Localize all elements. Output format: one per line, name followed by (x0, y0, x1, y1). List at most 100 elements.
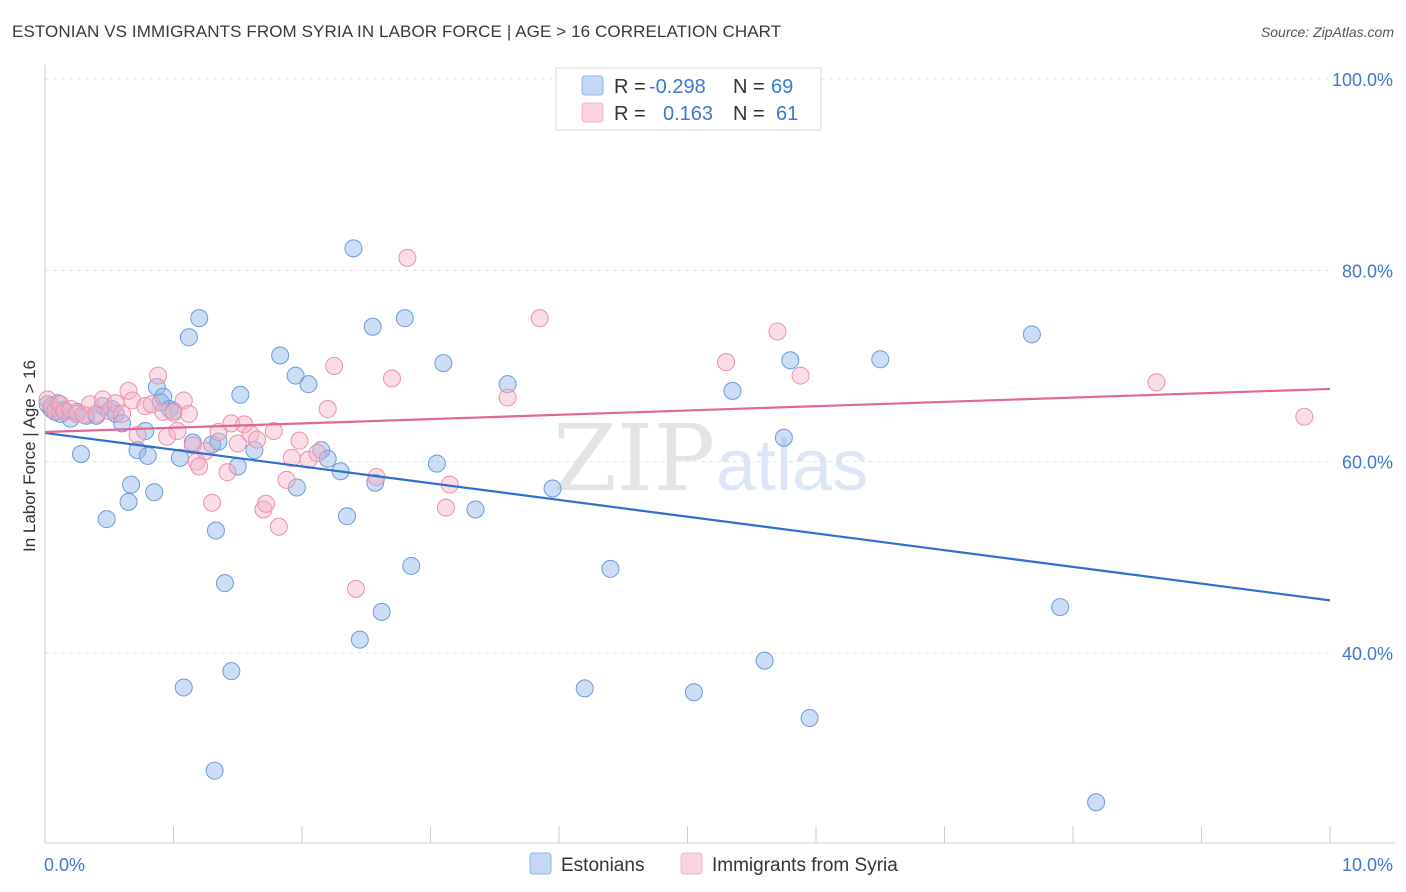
point-1-51 (382, 369, 401, 388)
point-1-37 (248, 430, 267, 449)
point-0-71 (1051, 598, 1070, 617)
legend-n-label-syria: N = (733, 103, 765, 125)
point-0-33 (206, 521, 225, 540)
point-0-54 (395, 309, 414, 328)
point-1-31 (209, 423, 228, 442)
point-0-64 (723, 381, 742, 400)
point-1-32 (218, 463, 237, 482)
point-1-6 (68, 404, 87, 423)
point-1-16 (128, 425, 147, 444)
point-0-49 (344, 239, 363, 258)
point-1-57 (717, 353, 736, 372)
point-1-47 (318, 400, 337, 419)
point-0-34 (209, 432, 228, 451)
point-0-17 (122, 475, 141, 494)
point-1-58 (768, 322, 787, 341)
watermark: ZIP atlas (553, 405, 868, 512)
point-1-14 (119, 381, 138, 400)
point-1-29 (196, 442, 215, 461)
series-legend: Estonians Immigrants from Syria (529, 852, 898, 876)
legend-n-value-estonians: 69 (771, 76, 793, 98)
point-0-60 (543, 479, 562, 498)
gridlines (45, 78, 1332, 654)
point-0-70 (1022, 325, 1041, 344)
point-0-67 (781, 351, 800, 370)
point-1-17 (136, 397, 155, 416)
point-0-68 (800, 709, 819, 728)
point-1-34 (228, 434, 247, 453)
y-tick-label-0: 40.0% (1342, 644, 1393, 664)
y-tick-labels: 40.0% 60.0% 80.0% 100.0% (1332, 70, 1393, 664)
point-1-52 (398, 248, 417, 267)
point-0-43 (287, 478, 306, 497)
point-1-28 (190, 457, 209, 476)
legend-swatch-syria (581, 102, 604, 123)
point-0-31 (190, 309, 209, 328)
point-1-41 (269, 517, 288, 536)
point-0-57 (434, 354, 453, 373)
point-0-56 (427, 454, 446, 473)
point-0-72 (1087, 793, 1106, 812)
x-tick-label-1: 10.0% (1342, 855, 1393, 875)
point-1-48 (325, 357, 344, 375)
point-0-21 (145, 483, 164, 502)
legend-r-label-syria: R = (614, 103, 646, 125)
point-0-41 (271, 346, 290, 365)
point-0-28 (174, 678, 193, 697)
point-0-69 (871, 350, 890, 369)
point-1-23 (168, 422, 187, 441)
point-1-25 (179, 404, 198, 423)
x-tick-labels: 0.0% 10.0% (44, 855, 1393, 875)
chart-title: ESTONIAN VS IMMIGRANTS FROM SYRIA IN LAB… (12, 22, 782, 41)
series-1 (38, 248, 1314, 598)
point-1-33 (222, 414, 241, 433)
point-1-24 (174, 391, 193, 410)
point-0-66 (774, 428, 793, 447)
point-0-29 (179, 328, 198, 347)
series-0 (38, 239, 1106, 812)
trend-lines (44, 387, 1331, 602)
legend-r-label-estonians: R = (614, 76, 646, 98)
point-0-50 (350, 630, 369, 649)
bottom-legend-swatch-estonians (529, 852, 552, 875)
point-1-30 (203, 493, 222, 512)
point-1-19 (149, 366, 168, 385)
point-0-16 (119, 492, 138, 511)
trend-line-0 (44, 431, 1331, 602)
y-tick-label-1: 60.0% (1342, 453, 1393, 473)
point-0-40 (205, 761, 224, 780)
point-1-55 (498, 388, 517, 407)
point-1-49 (346, 579, 365, 598)
point-1-56 (530, 309, 549, 328)
point-0-8 (71, 445, 90, 464)
x-tick-label-0: 0.0% (44, 855, 85, 875)
source-label: Source: ZipAtlas.com (1260, 24, 1394, 40)
point-0-61 (575, 679, 594, 698)
point-1-60 (1147, 373, 1166, 392)
y-tick-label-2: 80.0% (1342, 261, 1393, 281)
point-0-38 (231, 385, 250, 404)
series-layer (38, 239, 1314, 812)
point-0-36 (222, 662, 241, 681)
bottom-legend-label-estonians: Estonians (561, 855, 644, 876)
point-0-59 (498, 375, 517, 394)
point-1-13 (113, 404, 132, 423)
bottom-legend-swatch-syria (680, 852, 703, 875)
point-1-20 (154, 402, 173, 421)
point-0-12 (97, 510, 116, 529)
point-0-44 (299, 375, 318, 394)
point-0-42 (286, 366, 305, 385)
point-0-52 (366, 473, 385, 492)
point-0-63 (684, 683, 703, 702)
point-0-58 (466, 500, 485, 519)
point-0-65 (755, 651, 774, 670)
point-0-55 (402, 556, 421, 575)
point-1-22 (164, 403, 183, 422)
y-tick-label-3: 100.0% (1332, 70, 1393, 90)
legend-r-value-estonians: -0.298 (649, 76, 706, 98)
point-1-44 (290, 431, 309, 450)
point-0-53 (372, 602, 391, 621)
point-0-46 (318, 449, 337, 468)
point-0-48 (337, 507, 356, 526)
